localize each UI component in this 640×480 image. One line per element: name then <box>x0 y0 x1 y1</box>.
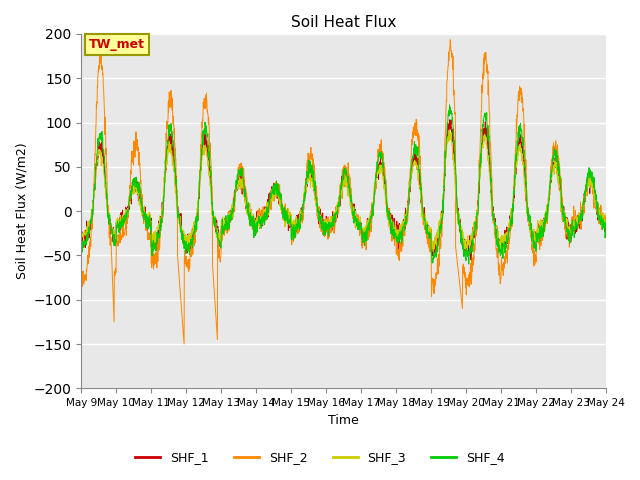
Line: SHF_1: SHF_1 <box>81 120 606 260</box>
Line: SHF_3: SHF_3 <box>81 130 606 252</box>
SHF_3 <box>77 230 85 236</box>
SHF_1 <box>77 238 85 244</box>
SHF_1 <box>358 228 366 233</box>
SHF_2 <box>571 225 579 230</box>
SHF_2 <box>77 273 85 278</box>
SHF_3 <box>358 229 366 235</box>
SHF_2 <box>180 341 188 347</box>
SHF_3 <box>370 198 378 204</box>
SHF_4 <box>370 202 378 207</box>
X-axis label: Time: Time <box>328 414 359 427</box>
SHF_3 <box>602 223 610 229</box>
Y-axis label: Soil Heat Flux (W/m2): Soil Heat Flux (W/m2) <box>15 143 28 279</box>
SHF_1 <box>370 199 378 204</box>
SHF_2 <box>556 181 564 187</box>
SHF_2 <box>224 228 232 234</box>
SHF_2 <box>497 281 504 287</box>
SHF_1 <box>497 244 504 250</box>
Legend: SHF_1, SHF_2, SHF_3, SHF_4: SHF_1, SHF_2, SHF_3, SHF_4 <box>131 446 509 469</box>
SHF_4 <box>465 261 472 267</box>
Line: SHF_4: SHF_4 <box>81 105 606 264</box>
SHF_2 <box>359 237 367 242</box>
SHF_4 <box>77 246 85 252</box>
SHF_3 <box>445 127 453 133</box>
SHF_2 <box>447 37 454 43</box>
SHF_3 <box>556 189 564 194</box>
SHF_4 <box>224 224 232 229</box>
SHF_4 <box>556 180 564 186</box>
SHF_1 <box>602 225 610 231</box>
SHF_2 <box>602 211 610 216</box>
SHF_4 <box>445 102 453 108</box>
SHF_1 <box>446 117 454 123</box>
SHF_4 <box>358 229 366 235</box>
Text: TW_met: TW_met <box>89 38 145 51</box>
Line: SHF_2: SHF_2 <box>81 40 606 344</box>
SHF_3 <box>429 249 437 255</box>
SHF_3 <box>497 235 504 240</box>
SHF_2 <box>371 192 378 197</box>
Title: Soil Heat Flux: Soil Heat Flux <box>291 15 396 30</box>
SHF_4 <box>571 226 579 231</box>
SHF_4 <box>497 253 504 259</box>
SHF_1 <box>556 179 564 185</box>
SHF_1 <box>571 226 579 232</box>
SHF_1 <box>224 221 232 227</box>
SHF_3 <box>571 222 579 228</box>
SHF_3 <box>224 215 232 221</box>
SHF_4 <box>602 217 610 223</box>
SHF_1 <box>467 257 475 263</box>
